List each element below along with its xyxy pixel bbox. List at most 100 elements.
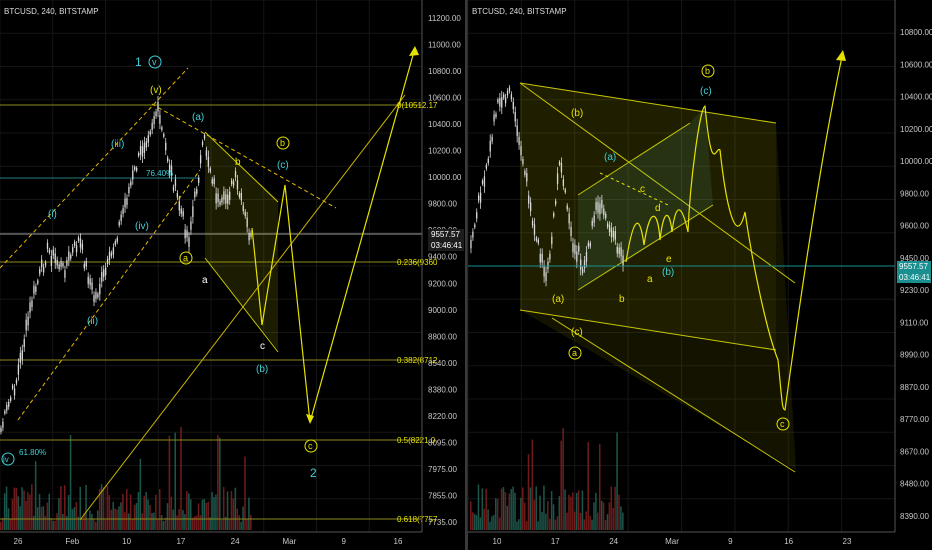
y-tick-label: 10000.00 bbox=[900, 157, 932, 166]
right-big-channel bbox=[520, 83, 796, 470]
wave-label-ii: (ii) bbox=[87, 316, 98, 327]
y-tick-label: 10200.00 bbox=[900, 125, 932, 134]
svg-text:0(10512.17: 0(10512.17 bbox=[397, 101, 438, 110]
left-arrowhead bbox=[409, 46, 419, 56]
wave-label-b-circle: b bbox=[280, 138, 285, 148]
svg-text:9557.57: 9557.57 bbox=[899, 262, 928, 271]
left-price-tag: 9557.57 03:46:41 bbox=[428, 229, 464, 251]
x-tick-label: 9 bbox=[728, 537, 733, 546]
r-wave-c-cyan: (c) bbox=[700, 86, 712, 97]
r-wave-a-cyan: (a) bbox=[604, 152, 616, 163]
x-tick-label: 9 bbox=[341, 537, 346, 546]
wave-label-iv: (iv) bbox=[135, 221, 149, 232]
wave-label-c-circle: c bbox=[308, 441, 313, 451]
svg-text:03:46:41: 03:46:41 bbox=[431, 241, 463, 250]
x-tick-label: 23 bbox=[843, 537, 852, 546]
left-x-axis-ticks: 26 Feb 10 17 24 Mar 9 16 bbox=[14, 537, 403, 546]
retracement-61: 61.80% bbox=[19, 448, 46, 457]
y-tick-label: 8380.00 bbox=[428, 385, 457, 394]
wave-label-iv-circle: iv bbox=[3, 455, 9, 464]
y-tick-label: 10800.00 bbox=[428, 67, 462, 76]
y-tick-label: 8770.00 bbox=[900, 415, 929, 424]
left-projection-path bbox=[251, 47, 416, 423]
wave-label-b-minor: b bbox=[235, 157, 241, 168]
right-channel-lines bbox=[519, 82, 796, 473]
y-tick-label: 8540.00 bbox=[428, 359, 457, 368]
wave-label-1: 1 bbox=[135, 55, 142, 69]
svg-text:0.382(8712: 0.382(8712 bbox=[397, 356, 438, 365]
right-x-axis-ticks: 10 17 24 Mar 9 16 23 bbox=[493, 537, 852, 546]
wave-label-iii: (iii) bbox=[111, 139, 124, 150]
right-y-axis-ticks: 10800.00 10600.00 10400.00 10200.00 10000.00… bbox=[900, 28, 932, 521]
x-tick-label: 24 bbox=[609, 537, 618, 546]
right-candlesticks bbox=[470, 85, 624, 287]
y-tick-label: 7855.00 bbox=[428, 492, 457, 501]
x-tick-label: 16 bbox=[784, 537, 793, 546]
y-tick-label: 8480.00 bbox=[900, 480, 929, 489]
y-tick-label: 8870.00 bbox=[900, 383, 929, 392]
svg-text:03:46:41: 03:46:41 bbox=[899, 273, 931, 282]
y-tick-label: 9000.00 bbox=[428, 306, 457, 315]
r-wave-b-paren: (b) bbox=[571, 108, 583, 119]
retracement-76: 76.40% bbox=[146, 169, 173, 178]
svg-text:0.236(9360: 0.236(9360 bbox=[397, 258, 438, 267]
x-tick-label: 16 bbox=[394, 537, 403, 546]
y-tick-label: 10800.00 bbox=[900, 28, 932, 37]
wave-label-b-paren: (b) bbox=[256, 364, 268, 375]
right-header: BTCUSD, 240, BITSTAMP bbox=[472, 7, 567, 16]
r-wave-c-minor: a bbox=[647, 274, 653, 285]
right-chart-panel[interactable]: b a c (b) (a) (c) b c a d e (a) (b) (c) … bbox=[467, 0, 932, 546]
x-tick-label: Mar bbox=[665, 537, 679, 546]
y-tick-label: 7735.00 bbox=[428, 518, 457, 527]
svg-text:9557.57: 9557.57 bbox=[431, 230, 460, 239]
x-tick-label: 24 bbox=[231, 537, 240, 546]
right-volume-bars bbox=[470, 427, 624, 530]
y-tick-label: 8800.00 bbox=[428, 332, 457, 341]
wave-label-v: v bbox=[152, 57, 157, 67]
y-tick-label: 9800.00 bbox=[428, 200, 457, 209]
y-tick-label: 10600.00 bbox=[428, 94, 462, 103]
left-fib-labels: 0(10512.17 0.236(9360 0.382(8712 0.5(822… bbox=[397, 101, 438, 524]
r-wave-c-paren: (c) bbox=[571, 327, 583, 338]
x-tick-label: Mar bbox=[283, 537, 297, 546]
y-tick-label: 9230.00 bbox=[900, 286, 929, 295]
right-arrowhead bbox=[836, 50, 846, 61]
y-tick-label: 7975.00 bbox=[428, 465, 457, 474]
y-tick-label: 9800.00 bbox=[900, 189, 929, 198]
y-tick-label: 9200.00 bbox=[428, 279, 457, 288]
right-projection-path bbox=[625, 51, 844, 411]
panel-divider[interactable] bbox=[465, 0, 468, 550]
x-tick-label: 10 bbox=[493, 537, 502, 546]
x-tick-label: 10 bbox=[122, 537, 131, 546]
wave-label-c-minor: c bbox=[260, 341, 265, 352]
svg-text:0.5(8221.0: 0.5(8221.0 bbox=[397, 436, 436, 445]
x-tick-label: 17 bbox=[176, 537, 185, 546]
r-wave-c-circle: c bbox=[780, 419, 785, 429]
wave-label-i: (i) bbox=[48, 209, 57, 220]
y-tick-label: 8990.00 bbox=[900, 351, 929, 360]
r-wave-b-circle: b bbox=[705, 66, 710, 76]
svg-text:0.618(7757: 0.618(7757 bbox=[397, 515, 438, 524]
r-wave-e-minor: e bbox=[666, 254, 672, 265]
y-tick-label: 10400.00 bbox=[428, 120, 462, 129]
r-wave-a-circle: a bbox=[572, 348, 577, 358]
y-tick-label: 11000.00 bbox=[428, 41, 461, 50]
right-wave-labels: b a c (b) (a) (c) b c a d e (a) (b) (c) bbox=[552, 64, 790, 431]
left-wave-labels: 1 v (v) (i) (ii) (iii) (iv) (a) (b) (c) … bbox=[1, 55, 318, 480]
y-tick-label: 8670.00 bbox=[900, 448, 929, 457]
left-chart-panel[interactable]: 1 v (v) (i) (ii) (iii) (iv) (a) (b) (c) … bbox=[0, 0, 464, 546]
y-tick-label: 8390.00 bbox=[900, 512, 929, 521]
left-trend-line bbox=[79, 94, 406, 521]
right-price-tag: 9557.57 03:46:41 bbox=[897, 261, 931, 283]
y-tick-label: 9110.00 bbox=[900, 318, 929, 327]
y-tick-label: 10600.00 bbox=[900, 60, 932, 69]
x-tick-label: 26 bbox=[14, 537, 23, 546]
left-fib-levels bbox=[0, 104, 422, 520]
left-header: BTCUSD, 240, BITSTAMP bbox=[4, 7, 99, 16]
wave-label-2: 2 bbox=[310, 466, 317, 480]
wave-label-a-paren: (a) bbox=[192, 112, 204, 123]
x-tick-label: Feb bbox=[65, 537, 79, 546]
left-channel-lines bbox=[0, 67, 337, 421]
right-triangle-pattern bbox=[578, 106, 713, 290]
